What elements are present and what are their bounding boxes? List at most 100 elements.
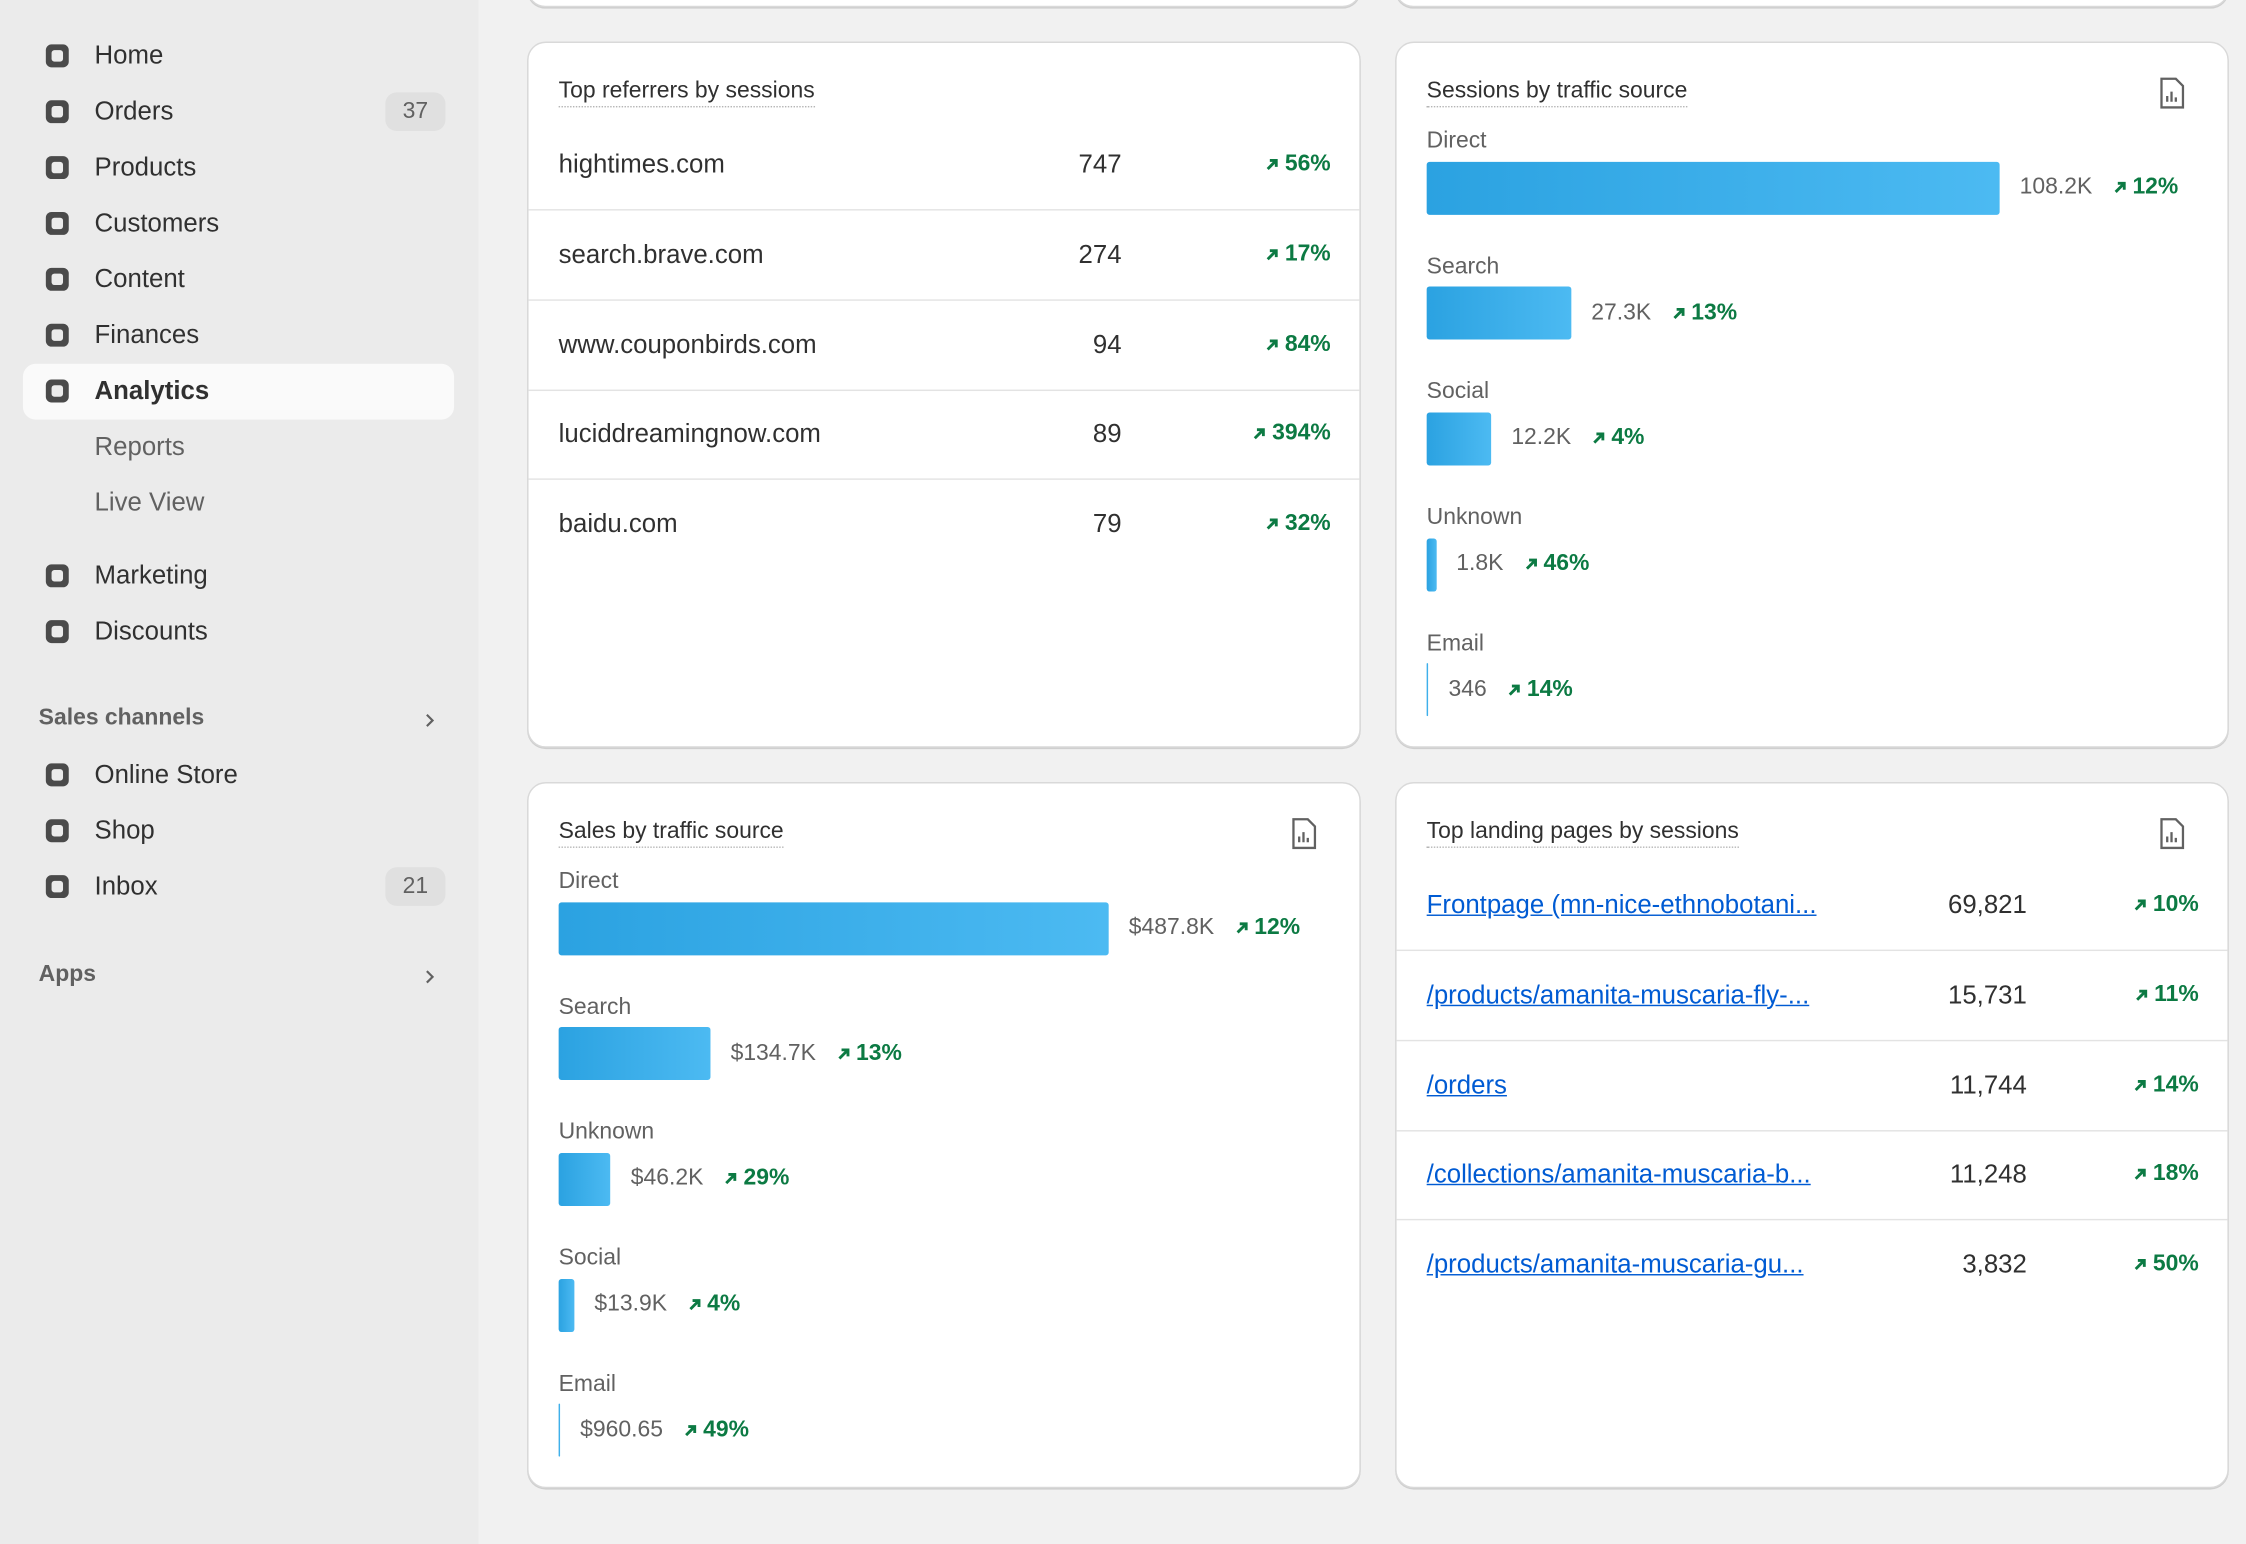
- bar-label: Social: [558, 1246, 622, 1271]
- nav-item[interactable]: Shop: [94, 815, 155, 845]
- change: 32%: [1265, 512, 1331, 538]
- bar-label: Unknown: [558, 1120, 655, 1145]
- change-text: 29%: [743, 1166, 790, 1191]
- arrow-icon: [1593, 433, 1605, 445]
- arrow-icon: [688, 1299, 700, 1311]
- page-link[interactable]: /orders: [1426, 1070, 1507, 1099]
- change-text: 13%: [856, 1040, 902, 1066]
- change-text: 18%: [2152, 1162, 2199, 1187]
- bar-label: Email: [1426, 631, 1484, 656]
- card-partial: [527, 0, 1361, 8]
- change-text: 84%: [1284, 331, 1331, 357]
- arrow-icon: [1508, 684, 1520, 696]
- arrow-icon: [2114, 181, 2126, 193]
- sidebar: [0, 0, 479, 1544]
- nav-item[interactable]: Analytics: [94, 375, 210, 405]
- row-separator: [528, 478, 1360, 481]
- card-title: Top landing pages by sessions: [1426, 819, 1739, 848]
- change-text: 14%: [1526, 677, 1573, 702]
- row-sessions: 79: [1092, 509, 1122, 539]
- change-text: 46%: [1543, 551, 1590, 576]
- nav-active-bg: [22, 363, 455, 419]
- value-label: $487.8K: [1128, 915, 1215, 940]
- card: Top landing pages by sessions Frontpage (…: [1395, 782, 2229, 1489]
- nav-subitem[interactable]: Reports: [94, 431, 185, 461]
- value-label: 27.3K: [1591, 300, 1652, 325]
- change: 14%: [1507, 677, 1573, 703]
- nav-item[interactable]: Content: [94, 264, 185, 293]
- row-sessions: 11,744: [1949, 1070, 2027, 1099]
- row-sessions: 94: [1092, 329, 1122, 359]
- page-link[interactable]: /products/amanita-muscaria-gu...: [1426, 1249, 1804, 1279]
- report-icon[interactable]: [1291, 818, 1317, 850]
- section-title[interactable]: Apps: [38, 962, 96, 987]
- nav-icon: [44, 43, 70, 69]
- arrow-icon: [1253, 428, 1265, 440]
- change: 394%: [1252, 422, 1331, 448]
- row-separator: [1396, 949, 2228, 952]
- report-icon[interactable]: [2159, 77, 2185, 109]
- nav-icon: [44, 211, 70, 237]
- bar: [558, 1027, 711, 1081]
- value-label: 346: [1448, 677, 1487, 702]
- bar: [558, 901, 1109, 955]
- nav-item[interactable]: Finances: [94, 320, 200, 349]
- row-sessions: 274: [1078, 239, 1122, 269]
- change-text: 12%: [1254, 915, 1301, 940]
- arrow-icon: [1236, 922, 1248, 934]
- nav-item[interactable]: Orders: [94, 96, 174, 126]
- row-separator: [528, 209, 1360, 211]
- change-text: 12%: [2132, 174, 2179, 200]
- change-text: 4%: [1611, 425, 1645, 451]
- nav-icon: [44, 563, 70, 589]
- arrow-icon: [2135, 989, 2147, 1001]
- nav-item[interactable]: Online Store: [94, 759, 238, 789]
- chevron: [423, 967, 437, 984]
- section-title[interactable]: Sales channels: [38, 706, 205, 731]
- bar: [1426, 412, 1492, 466]
- nav-icon: [44, 762, 70, 788]
- nav-subitem[interactable]: Live View: [94, 487, 205, 517]
- bar: [1426, 286, 1572, 340]
- card-title: Sales by traffic source: [558, 819, 784, 848]
- change: 29%: [723, 1166, 789, 1192]
- nav-item[interactable]: Discounts: [94, 616, 208, 646]
- nav-item[interactable]: Customers: [94, 208, 220, 238]
- change: 13%: [836, 1041, 902, 1067]
- bar-label: Search: [558, 995, 632, 1020]
- arrow-icon: [1673, 307, 1685, 319]
- value-label: 12.2K: [1511, 425, 1572, 451]
- arrow-icon: [2134, 1079, 2146, 1091]
- row-sessions: 15,731: [1947, 980, 2027, 1009]
- arrow-icon: [1525, 558, 1537, 570]
- arrow-icon: [2134, 899, 2146, 911]
- change-text: 50%: [2152, 1252, 2199, 1277]
- bar-label: Email: [558, 1371, 616, 1397]
- row-separator: [1396, 1129, 2228, 1131]
- nav-item[interactable]: Products: [94, 152, 197, 182]
- arrow-icon: [725, 1173, 737, 1185]
- bar: [558, 1152, 611, 1206]
- change: 10%: [2133, 892, 2199, 918]
- badge: 37: [385, 92, 446, 132]
- nav-item[interactable]: Home: [94, 40, 164, 70]
- bar-label: Search: [1426, 254, 1500, 279]
- nav-icon: [44, 874, 70, 900]
- row-separator: [1396, 1039, 2228, 1041]
- row-separator: [1396, 1219, 2228, 1221]
- change-text: 4%: [707, 1292, 741, 1317]
- value-label: $46.2K: [630, 1166, 704, 1191]
- report-icon[interactable]: [2159, 818, 2185, 850]
- page-link[interactable]: /products/amanita-muscaria-fly-...: [1426, 980, 1810, 1009]
- nav-icon: [44, 818, 70, 844]
- nav-item[interactable]: Inbox: [94, 871, 158, 901]
- change: 4%: [687, 1292, 740, 1318]
- page-link[interactable]: Frontpage (mn-nice-ethnobotani...: [1426, 890, 1817, 919]
- change-text: 32%: [1284, 511, 1331, 536]
- row-sessions: 11,248: [1949, 1160, 2027, 1189]
- nav-item[interactable]: Marketing: [94, 560, 208, 590]
- bar-value: 1.8K 46%: [1456, 552, 1589, 578]
- page-link[interactable]: /collections/amanita-muscaria-b...: [1426, 1160, 1811, 1189]
- change: 50%: [2133, 1252, 2199, 1278]
- arrow-icon: [1266, 158, 1278, 171]
